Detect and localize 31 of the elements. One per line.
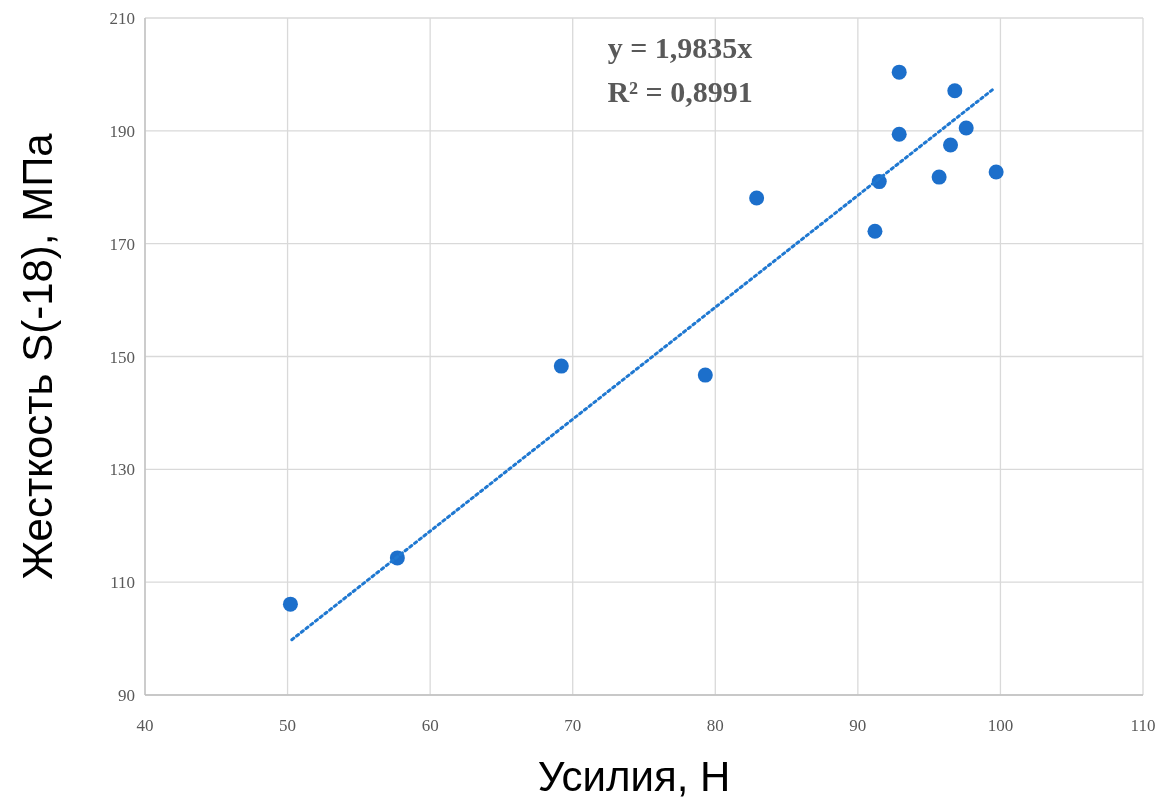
- x-tick-label: 60: [421, 716, 439, 735]
- x-tick-label: 70: [564, 716, 582, 735]
- point: [282, 596, 298, 612]
- y-tick-label: 210: [109, 9, 135, 28]
- point: [931, 169, 947, 185]
- y-tick-label: 170: [109, 234, 135, 254]
- x-tick-label: 100: [987, 716, 1014, 735]
- point: [891, 126, 907, 142]
- x-tick-label: 50: [279, 716, 297, 735]
- point: [988, 164, 1004, 180]
- x-tick-label: 40: [136, 716, 154, 735]
- y-tick-label: 90: [118, 686, 135, 705]
- point: [867, 223, 883, 239]
- annotation: y = 1,9835x: [607, 31, 753, 64]
- point: [958, 120, 974, 136]
- x-axis-title: Усилия, Н: [537, 753, 731, 797]
- y-axis-title: Жесткость S(-18), МПа: [14, 132, 61, 580]
- point: [947, 83, 963, 99]
- x-tick-label: 110: [1130, 716, 1156, 735]
- x-tick-label: 90: [849, 716, 867, 735]
- point: [553, 358, 569, 374]
- point: [891, 64, 907, 80]
- y-tick-label: 150: [109, 347, 135, 367]
- x-tick-label: 80: [706, 716, 724, 735]
- y-tick-label: 130: [109, 460, 135, 480]
- point: [697, 367, 713, 383]
- point: [943, 137, 959, 153]
- annotation: R² = 0,8991: [607, 75, 753, 108]
- y-tick-label: 110: [110, 573, 135, 593]
- point: [749, 190, 765, 206]
- y-tick-label: 190: [109, 121, 135, 141]
